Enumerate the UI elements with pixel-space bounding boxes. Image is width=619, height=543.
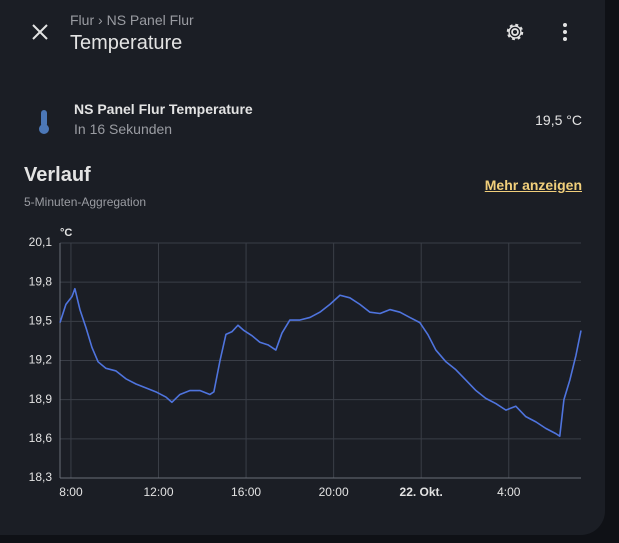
dialog: Flur › NS Panel Flur Temperature NS Pane… [0, 0, 605, 535]
menu-button[interactable] [555, 22, 575, 42]
settings-button[interactable] [504, 21, 526, 43]
y-tick-label: 19,8 [29, 274, 53, 288]
x-tick-label: 8:00 [59, 485, 83, 499]
x-tick-label: 22. Okt. [400, 485, 443, 499]
data-line [59, 287, 582, 438]
x-tick-label: 4:00 [497, 485, 521, 499]
entity-name: NS Panel Flur Temperature [74, 101, 253, 117]
entity-secondary: In 16 Sekunden [74, 121, 173, 137]
history-title: Verlauf [24, 164, 91, 186]
dialog-title: Temperature [70, 32, 183, 54]
entity-state: 19,5 °C [535, 112, 582, 128]
thermometer-icon [39, 110, 49, 134]
x-tick-label: 12:00 [143, 485, 173, 499]
crumb: NS Panel Flur [106, 12, 194, 28]
x-tick-label: 20:00 [319, 485, 349, 499]
x-tick-label: 16:00 [231, 485, 261, 499]
crumb: Flur [70, 12, 95, 28]
y-tick-label: 18,6 [29, 431, 53, 445]
breadcrumb: Flur › NS Panel Flur [70, 12, 194, 28]
y-unit: °C [60, 227, 72, 239]
y-tick-label: 18,9 [29, 392, 53, 406]
history-subtitle: 5-Minuten-Aggregation [24, 195, 147, 209]
y-tick-label: 19,2 [29, 353, 53, 367]
y-tick-label: 19,5 [29, 314, 53, 328]
close-button[interactable] [30, 22, 50, 42]
more-link[interactable]: Mehr anzeigen [484, 177, 582, 193]
y-tick-label: 20,1 [29, 235, 53, 249]
y-tick-label: 18,3 [29, 470, 53, 484]
